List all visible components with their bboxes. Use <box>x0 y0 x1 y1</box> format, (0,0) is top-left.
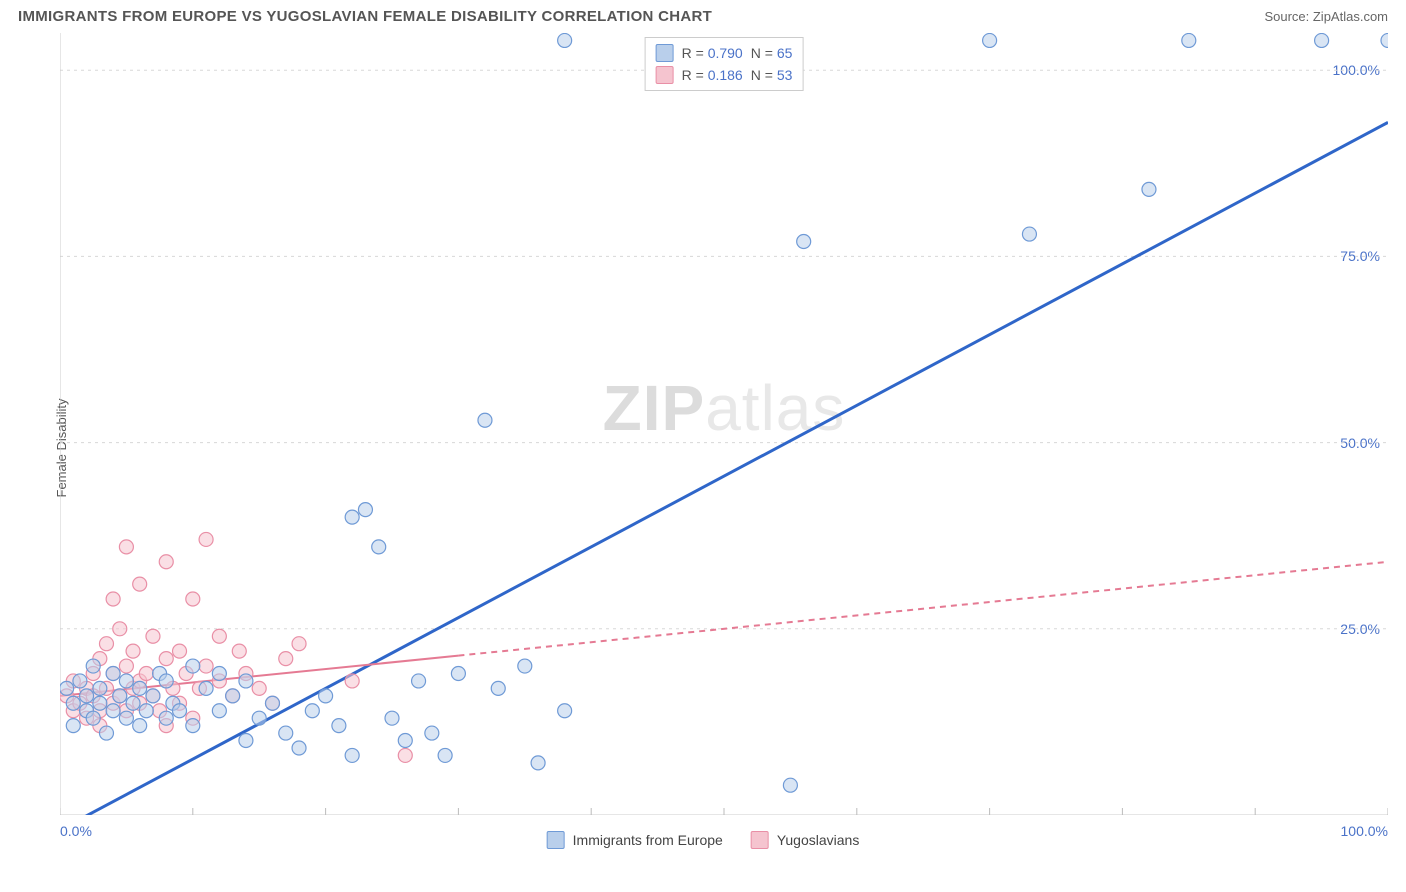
source-label: Source: ZipAtlas.com <box>1264 9 1388 24</box>
x-tick-label: 100.0% <box>1341 823 1388 839</box>
chart-container: Female Disability ZIPatlas R = 0.790 N =… <box>18 33 1388 863</box>
correlation-legend: R = 0.790 N = 65 R = 0.186 N = 53 <box>645 37 804 91</box>
legend-swatch-icon <box>751 831 769 849</box>
legend-row: R = 0.186 N = 53 <box>656 64 793 86</box>
x-tick-label: 0.0% <box>60 823 92 839</box>
n-stat: N = 53 <box>751 64 793 86</box>
legend-label: Immigrants from Europe <box>573 832 723 848</box>
series-legend: Immigrants from Europe Yugoslavians <box>547 831 860 849</box>
legend-item: Yugoslavians <box>751 831 860 849</box>
legend-swatch-icon <box>547 831 565 849</box>
legend-swatch-icon <box>656 44 674 62</box>
legend-item: Immigrants from Europe <box>547 831 723 849</box>
chart-title: IMMIGRANTS FROM EUROPE VS YUGOSLAVIAN FE… <box>18 8 712 25</box>
legend-label: Yugoslavians <box>777 832 860 848</box>
n-stat: N = 65 <box>751 42 793 64</box>
r-stat: R = 0.186 <box>682 64 743 86</box>
r-stat: R = 0.790 <box>682 42 743 64</box>
plot-area: ZIPatlas R = 0.790 N = 65 R = 0.186 N = … <box>60 33 1388 815</box>
legend-row: R = 0.790 N = 65 <box>656 42 793 64</box>
legend-swatch-icon <box>656 66 674 84</box>
